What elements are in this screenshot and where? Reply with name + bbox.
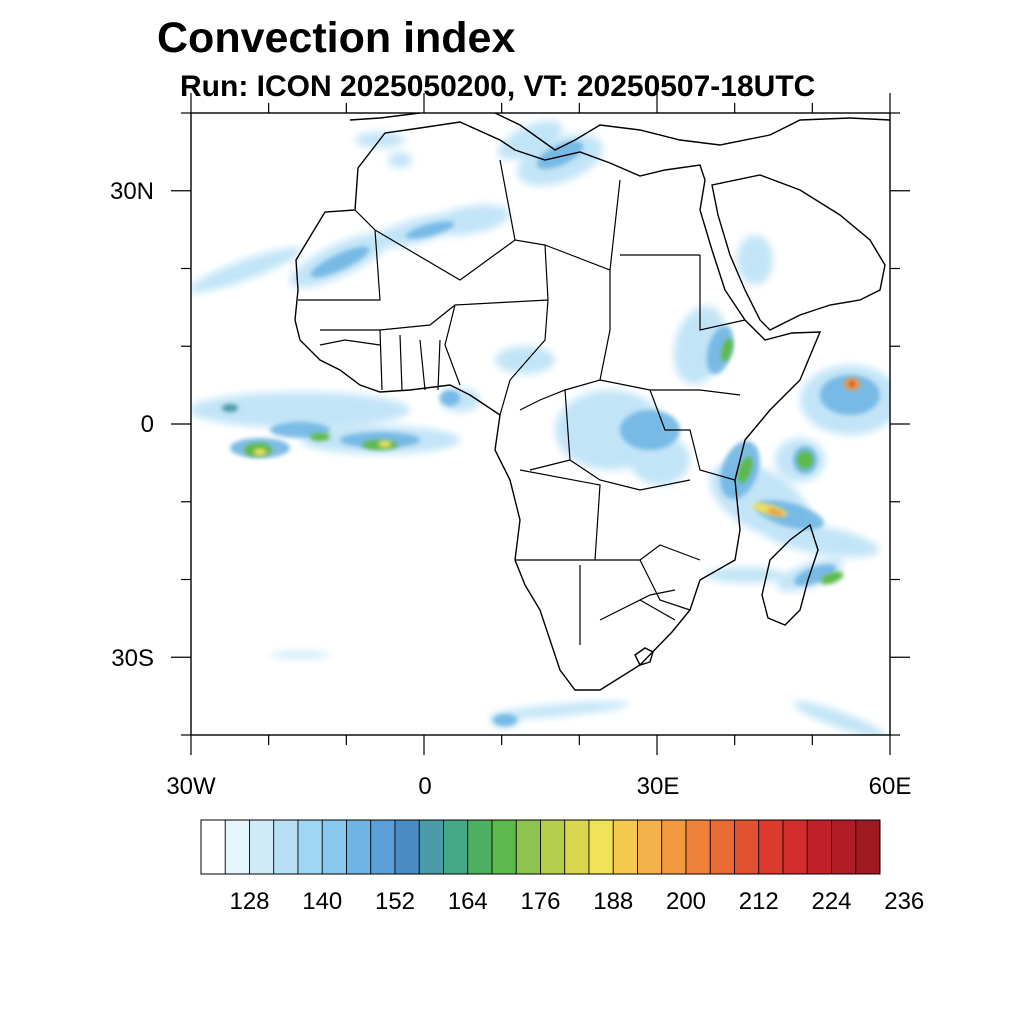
colorbar-box [249, 819, 275, 875]
colorbar-box [855, 819, 881, 875]
colorbar-box [685, 819, 711, 875]
colorbar-box [467, 819, 493, 875]
colorbar-box [370, 819, 396, 875]
arabia-coastline [711, 174, 886, 331]
colorbar-box [661, 819, 687, 875]
convection-area [310, 433, 330, 441]
colorbar-box [612, 819, 638, 875]
convection-area [620, 410, 680, 450]
convection-field [191, 120, 890, 735]
colorbar-box [273, 819, 299, 875]
colorbar-box [758, 819, 784, 875]
colorbar-box [806, 819, 832, 875]
lon-label-0: 0 [418, 773, 432, 800]
convection-area [797, 451, 813, 469]
colorbar-label: 164 [447, 888, 488, 915]
colorbar-label: 188 [593, 888, 634, 915]
convection-area [440, 390, 460, 406]
lat-label-0: 0 [140, 411, 154, 438]
colorbar-box [394, 819, 420, 875]
convection-area [820, 375, 880, 415]
colorbar-box [297, 819, 323, 875]
convection-area [820, 571, 844, 585]
convection-area [495, 346, 555, 374]
convection-area [310, 246, 370, 278]
convection-area [760, 522, 880, 558]
convection-area [388, 152, 412, 168]
country-borders [298, 159, 746, 645]
convection-area [766, 508, 784, 516]
colorbar-label: 200 [665, 888, 707, 915]
lon-label-30e: 30E [636, 773, 680, 800]
convection-area [490, 701, 630, 719]
colorbar-box [540, 819, 566, 875]
convection-area [706, 325, 734, 375]
colorbar-box [831, 819, 857, 875]
colorbar-box [782, 819, 808, 875]
convection-area [705, 567, 785, 583]
convection-area [270, 652, 330, 658]
colorbar-box [200, 819, 226, 875]
map-subtitle: Run: ICON 2025050200, VT: 20250507-18UTC [180, 70, 816, 103]
convection-area [493, 714, 517, 726]
map-title: Convection index [157, 14, 516, 62]
lon-label-30w: 30W [166, 773, 216, 800]
colorbar-label: 236 [884, 888, 925, 915]
colorbar-frame [200, 819, 881, 875]
colorbar-box [515, 819, 541, 875]
convection-area [737, 235, 773, 285]
colorbar-box [418, 819, 444, 875]
africa-coastline [294, 121, 822, 691]
convection-area [737, 456, 753, 484]
colorbar-label: 176 [520, 888, 561, 915]
colorbar-box [443, 819, 469, 875]
lon-label-60e: 60E [868, 773, 912, 800]
colorbar-box [637, 819, 663, 875]
convection-area [849, 381, 855, 387]
colorbar-label: 128 [229, 888, 270, 915]
convection-area [405, 221, 455, 239]
convection-area [536, 141, 584, 169]
convection-area [222, 404, 238, 412]
convection-area [191, 247, 302, 293]
europe-coastline [349, 113, 890, 151]
convection-area [191, 392, 410, 428]
colorbar-box [588, 819, 614, 875]
colorbar-box [564, 819, 590, 875]
convection-area [794, 564, 836, 586]
lat-label-30s: 30S [111, 645, 154, 672]
colorbar-label: 224 [811, 888, 852, 915]
colorbar-box [321, 819, 347, 875]
colorbar-label: 152 [374, 888, 416, 915]
colorbar-label: 212 [738, 888, 779, 915]
colorbar-box [224, 819, 250, 875]
convection-area [721, 338, 733, 362]
madagascar-coastline [761, 523, 819, 626]
south-africa-lesotho [634, 647, 654, 666]
convection-area [379, 441, 391, 447]
axis-ticks [171, 93, 910, 755]
west-africa-borders [319, 329, 441, 391]
colorbar-box [734, 819, 760, 875]
convection-area [254, 449, 266, 455]
colorbar [200, 819, 881, 875]
coastlines-borders [294, 113, 890, 691]
convection-area [792, 701, 888, 735]
colorbar-label: 140 [302, 888, 343, 915]
colorbar-box [491, 819, 517, 875]
lat-label-30n: 30N [109, 178, 154, 205]
colorbar-box [346, 819, 372, 875]
colorbar-box [709, 819, 735, 875]
